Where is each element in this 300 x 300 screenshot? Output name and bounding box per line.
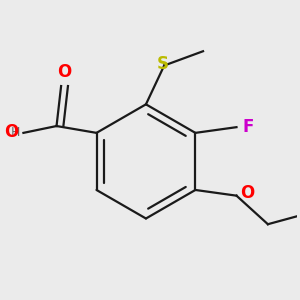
Text: O: O: [4, 123, 18, 141]
Text: O: O: [57, 64, 71, 82]
Text: H: H: [11, 126, 21, 140]
Text: O: O: [241, 184, 255, 202]
Text: S: S: [157, 56, 169, 74]
Text: F: F: [242, 118, 254, 136]
